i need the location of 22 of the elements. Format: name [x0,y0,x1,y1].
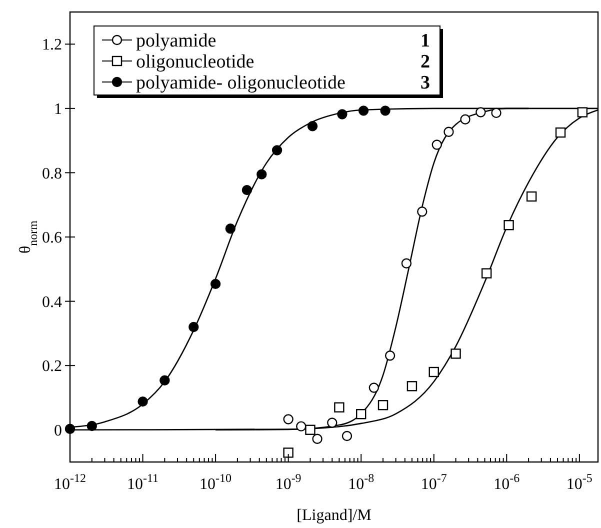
x-tick-label: 10$^{-5}$ [566,471,592,493]
y-tick-label: 1 [54,101,62,118]
y-tick-label: 0.4 [42,294,62,311]
x-tick-label: 10$^{-6}$ [494,471,520,493]
legend-label: oligonucleotide [136,52,254,73]
x-axis-title: [Ligand]/M [296,507,372,524]
y-tick-label: 0.8 [42,165,62,182]
annotation: 3 [420,72,430,94]
y-tick-label: 0 [54,422,62,440]
legend-label: polyamide [136,30,216,52]
annotation: 2 [420,52,430,73]
y-tick-label: 0.2 [42,358,62,376]
y-tick-label: 1.2 [42,36,62,54]
x-tick-label: 10$^{-10}$ [200,471,232,493]
y-tick-label: 0.6 [42,230,62,247]
x-tick-label: 10$^{-7}$ [420,471,447,493]
x-tick-label: 10$^{-8}$ [348,471,374,493]
x-tick-label: 10$^{-9}$ [275,471,302,493]
x-tick-label: 10$^{-11}$ [126,471,159,493]
x-tick-label: 10$^{-12}$ [54,471,86,493]
legend-label: polyamide- oligonucleotide [136,72,346,94]
annotation: 1 [420,30,430,52]
